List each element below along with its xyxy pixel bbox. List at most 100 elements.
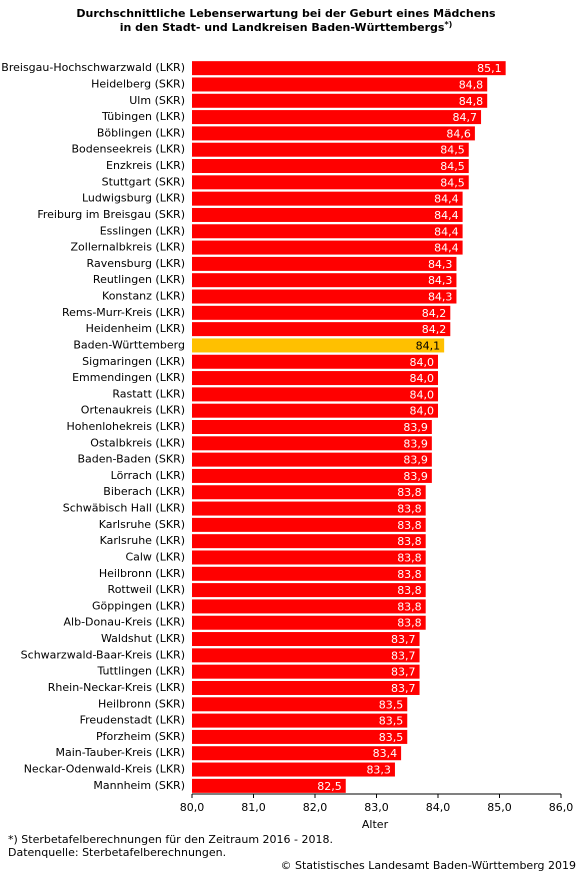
x-tick-label: 85,0: [487, 801, 512, 814]
bar: [192, 273, 457, 288]
value-label: 84,0: [410, 388, 435, 401]
y-tick-label: Freudenstadt (LKR): [80, 714, 185, 727]
value-label: 84,4: [434, 193, 459, 206]
y-tick-label: Ravensburg (LKR): [87, 257, 185, 270]
y-tick-label: Emmendingen (LKR): [72, 371, 185, 384]
footnote: *) Sterbetafelberechnungen für den Zeitr…: [8, 833, 333, 846]
y-tick-label: Pforzheim (SKR): [96, 730, 185, 743]
y-tick-label: Heilbronn (LKR): [99, 567, 185, 580]
value-label: 84,3: [428, 274, 453, 287]
y-tick-label: Rhein-Neckar-Kreis (LKR): [48, 681, 185, 694]
y-tick-label: Sigmaringen (LKR): [82, 355, 185, 368]
y-tick-label: Mannheim (SKR): [93, 779, 185, 792]
value-label: 83,7: [391, 682, 416, 695]
bar: [192, 371, 438, 386]
bar: [192, 729, 408, 744]
value-label: 83,9: [403, 421, 428, 434]
chart-title: in den Stadt- und Landkreisen Baden-Würt…: [120, 20, 453, 35]
y-tick-label: Biberach (LKR): [103, 485, 185, 498]
x-tick-label: 83,0: [364, 801, 389, 814]
value-label: 82,5: [317, 780, 342, 793]
y-tick-label: Main-Tauber-Kreis (LKR): [56, 746, 185, 759]
bar: [192, 142, 469, 157]
value-label: 83,4: [373, 747, 398, 760]
y-tick-label: Rems-Murr-Kreis (LKR): [62, 306, 185, 319]
title-note: *): [444, 20, 452, 29]
value-label: 83,8: [397, 551, 422, 564]
value-label: 83,7: [391, 649, 416, 662]
bar: [192, 77, 488, 92]
bar: [192, 338, 445, 353]
value-label: 84,5: [440, 160, 465, 173]
y-tick-label: Breisgau-Hochschwarzwald (LKR): [1, 61, 185, 74]
y-tick-label: Neckar-Odenwald-Kreis (LKR): [24, 763, 185, 776]
value-label: 83,8: [397, 486, 422, 499]
value-label: 84,5: [440, 176, 465, 189]
bar: [192, 175, 469, 190]
bar: [192, 354, 438, 369]
value-label: 83,9: [403, 437, 428, 450]
bar: [192, 583, 426, 598]
chart-title: Durchschnittliche Lebenserwartung bei de…: [76, 7, 496, 20]
bar: [192, 746, 402, 761]
chart-title: in den Stadt- und Landkreisen Baden-Würt…: [120, 21, 445, 34]
y-tick-label: Böblingen (LKR): [97, 126, 185, 139]
bar: [192, 778, 346, 793]
bar: [192, 110, 482, 125]
value-label: 84,8: [459, 78, 484, 91]
value-label: 84,6: [446, 127, 471, 140]
x-tick-label: 84,0: [426, 801, 451, 814]
bar: [192, 452, 432, 467]
copyright: © Statistisches Landesamt Baden-Württemb…: [280, 859, 576, 871]
bar: [192, 697, 408, 712]
value-label: 84,0: [410, 405, 435, 418]
y-tick-label: Waldshut (LKR): [101, 632, 185, 645]
bar: [192, 664, 420, 679]
value-label: 84,3: [428, 258, 453, 271]
x-tick-label: 80,0: [180, 801, 205, 814]
bar: [192, 517, 426, 532]
bar: [192, 93, 488, 108]
bar: [192, 468, 432, 483]
value-label: 83,8: [397, 535, 422, 548]
value-label: 85,1: [477, 62, 502, 75]
bar: [192, 256, 457, 271]
y-tick-label: Calw (LKR): [125, 550, 185, 563]
bar: [192, 485, 426, 500]
bar: [192, 501, 426, 516]
value-label: 83,7: [391, 666, 416, 679]
bar: [192, 713, 408, 728]
value-label: 84,5: [440, 144, 465, 157]
y-tick-label: Konstanz (LKR): [102, 290, 185, 303]
y-tick-label: Tübingen (LKR): [101, 110, 185, 123]
bar: [192, 420, 432, 434]
bar: [192, 762, 395, 777]
bar: [192, 680, 420, 695]
y-tick-label: Ortenaukreis (LKR): [81, 404, 185, 417]
bar: [192, 224, 463, 239]
value-label: 84,4: [434, 225, 459, 238]
y-tick-label: Ulm (SKR): [129, 94, 185, 107]
value-label: 84,2: [422, 307, 447, 320]
value-label: 84,3: [428, 291, 453, 304]
value-label: 83,9: [403, 470, 428, 483]
value-label: 83,8: [397, 584, 422, 597]
bar: [192, 191, 463, 206]
value-label: 84,0: [410, 356, 435, 369]
y-tick-label: Baden-Württemberg: [73, 338, 185, 351]
value-label: 83,3: [366, 764, 391, 777]
bar: [192, 632, 420, 647]
value-label: 83,8: [397, 617, 422, 630]
x-axis-label: Alter: [362, 818, 389, 831]
value-label: 83,5: [379, 731, 404, 744]
bar: [192, 387, 438, 402]
value-label: 84,4: [434, 209, 459, 222]
bar: [192, 207, 463, 222]
y-tick-label: Schwäbisch Hall (LKR): [63, 502, 185, 515]
y-tick-label: Ostalbkreis (LKR): [90, 436, 185, 449]
y-tick-label: Schwarzwald-Baar-Kreis (LKR): [21, 648, 185, 661]
value-label: 83,8: [397, 568, 422, 581]
bar: [192, 599, 426, 614]
y-tick-label: Baden-Baden (SKR): [77, 453, 185, 466]
